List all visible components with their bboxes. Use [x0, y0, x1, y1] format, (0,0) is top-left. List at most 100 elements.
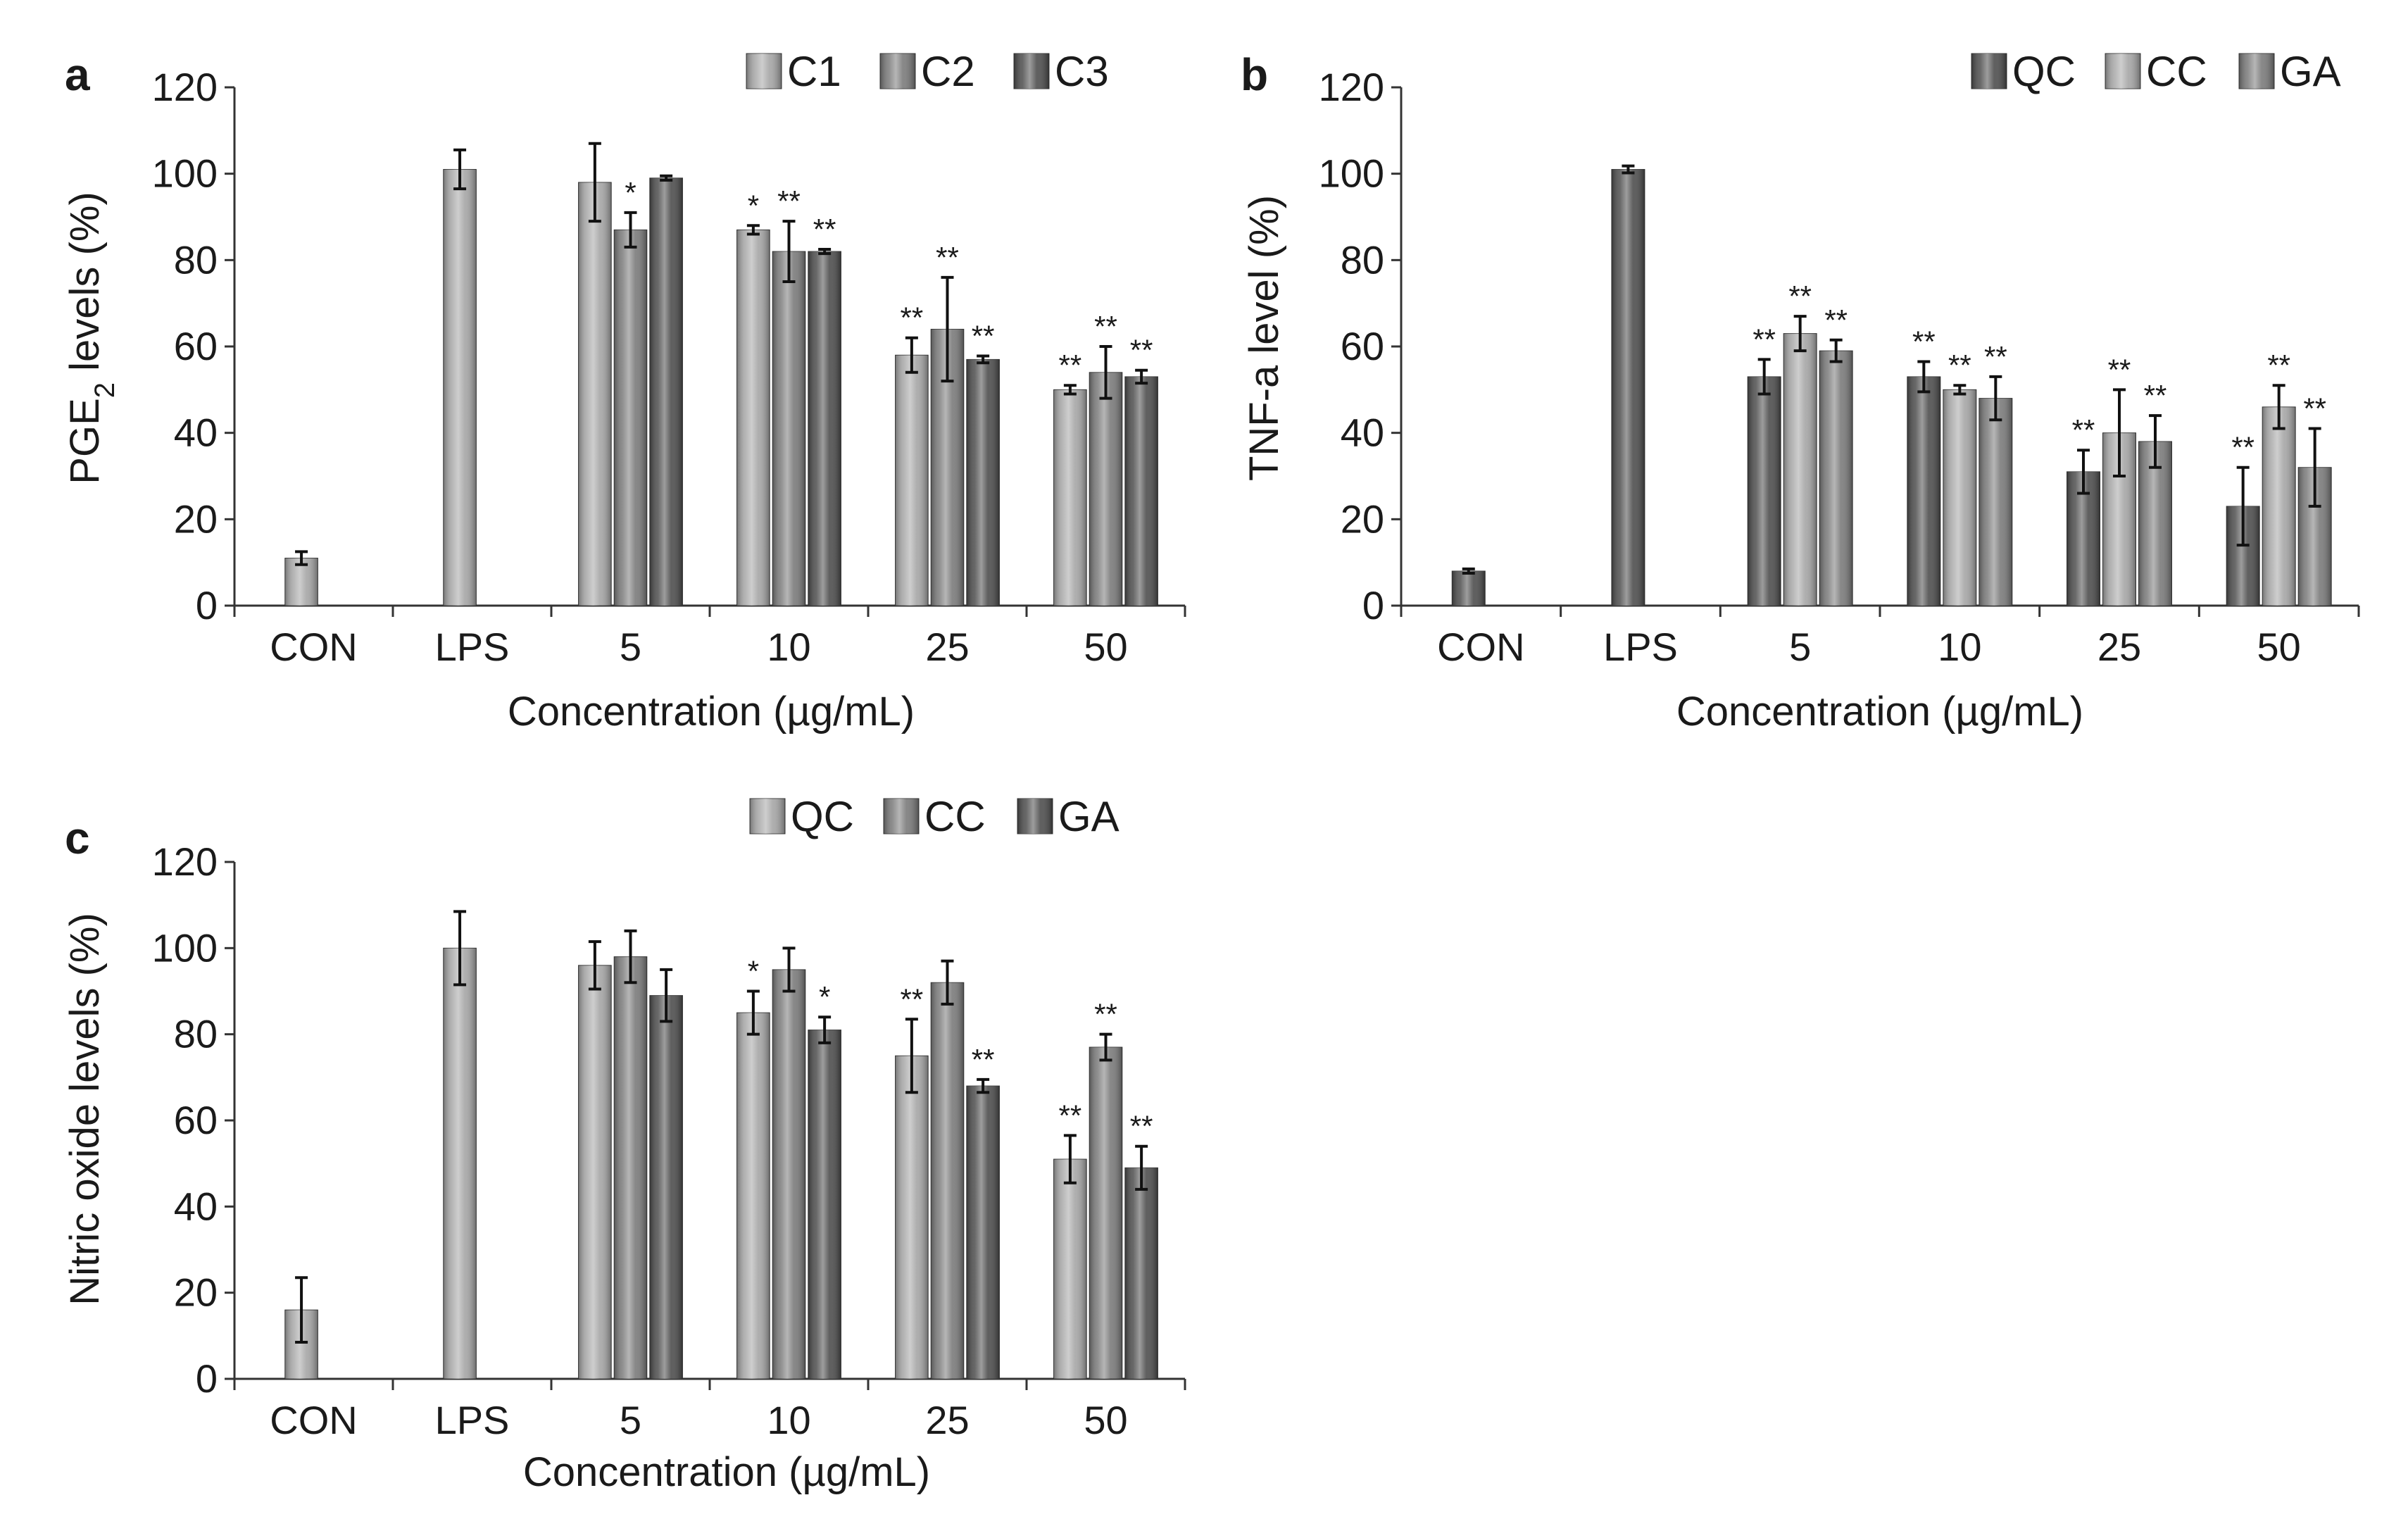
legend-swatch-shade-c — [884, 799, 919, 834]
legend-label-a: C3 — [1055, 48, 1109, 95]
legend-label-c: CC — [924, 793, 986, 840]
legend-label-b: QC — [2012, 48, 2076, 95]
bar-shade-c — [736, 1013, 770, 1379]
legend-label-a: C1 — [787, 48, 841, 95]
significance-label-c: * — [819, 980, 830, 1013]
bar-shade-a — [966, 359, 1000, 606]
y-tick-label-b: 120 — [1319, 65, 1384, 109]
panel-letter-a: a — [65, 49, 90, 100]
significance-label-b: ** — [1984, 340, 2007, 373]
bar-shade-b — [1783, 333, 1817, 606]
y-tick-label-c: 120 — [152, 839, 218, 884]
x-tick-label-b: CON — [1437, 625, 1524, 669]
significance-label-a: * — [748, 189, 759, 222]
significance-label-a: ** — [813, 213, 836, 246]
legend-label-a: C2 — [921, 48, 975, 95]
legend-c: QC CC GA — [749, 793, 1120, 840]
bar-shade-b — [1452, 570, 1486, 606]
bar-shade-b — [1819, 351, 1853, 606]
bar-shade-c — [578, 965, 612, 1379]
y-tick-label-b: 100 — [1319, 151, 1384, 196]
bar-shade-c — [649, 995, 683, 1379]
significance-label-c: ** — [1094, 998, 1117, 1031]
significance-label-a: ** — [972, 319, 995, 352]
significance-label-b: ** — [2108, 353, 2131, 386]
bar-shade-c — [1053, 1159, 1087, 1379]
x-axis-title-c: Concentration (µg/mL) — [523, 1449, 930, 1495]
x-tick-label-b: 25 — [2097, 625, 2141, 669]
x-tick-label-b: LPS — [1603, 625, 1678, 669]
chart-panel-c: c Nitric oxide levels (%) Concentration … — [62, 793, 1186, 1495]
significance-label-a: ** — [1059, 349, 1082, 382]
y-tick-label-a: 40 — [174, 411, 218, 455]
y-tick-label-a: 0 — [196, 583, 218, 627]
legend-label-b: GA — [2280, 48, 2341, 95]
y-tick-label-a: 60 — [174, 324, 218, 368]
significance-label-b: ** — [1912, 325, 1936, 358]
x-tick-label-b: 50 — [2257, 625, 2301, 669]
significance-label-b: ** — [2267, 349, 2290, 382]
x-tick-label-c: CON — [270, 1398, 357, 1442]
significance-label-c: ** — [901, 982, 924, 1015]
bar-shade-c — [1124, 1168, 1158, 1379]
bar-shade-a — [578, 182, 612, 606]
x-tick-label-c: LPS — [435, 1398, 510, 1442]
bar-shade-c — [443, 948, 477, 1379]
legend-b: QC CC GA — [1971, 48, 2341, 95]
bar-shade-a — [808, 251, 841, 606]
bar-shade-c — [966, 1086, 1000, 1379]
y-axis-title-c: Nitric oxide levels (%) — [62, 913, 108, 1306]
bar-shade-c — [808, 1030, 841, 1379]
significance-label-b: ** — [1788, 280, 1812, 313]
significance-label-c: ** — [972, 1043, 995, 1076]
y-tick-label-c: 0 — [196, 1356, 218, 1401]
significance-label-c: ** — [1059, 1099, 1082, 1132]
legend-label-c: GA — [1058, 793, 1120, 840]
chart-panel-b: b TNF-a level (%) Concentration (µg/mL) … — [1241, 48, 2360, 734]
bar-shade-c — [931, 982, 964, 1379]
bar-shade-a — [443, 169, 477, 606]
bar-shade-a — [895, 355, 929, 606]
x-tick-label-a: CON — [270, 625, 357, 669]
bar-shade-c — [772, 969, 805, 1379]
y-tick-label-c: 80 — [174, 1012, 218, 1056]
legend-swatch-shade-b — [1971, 54, 2007, 89]
y-tick-label-c: 20 — [174, 1270, 218, 1315]
x-tick-label-a: 10 — [767, 625, 810, 669]
bar-shade-c — [895, 1056, 929, 1379]
bar-shade-b — [1611, 169, 1645, 606]
y-tick-label-a: 20 — [174, 496, 218, 541]
x-axis-title-b: Concentration (µg/mL) — [1676, 689, 2083, 734]
y-axis-title-b: TNF-a level (%) — [1241, 195, 1287, 481]
bar-shade-a — [614, 230, 647, 606]
significance-label-b: ** — [2231, 431, 2255, 464]
y-tick-label-b: 60 — [1341, 324, 1384, 368]
chart-panel-a: a PGE2 levels (%) Concentration (µg/mL) … — [62, 48, 1186, 734]
significance-label-a: ** — [777, 185, 801, 218]
legend-swatch-shade-c — [1017, 799, 1053, 834]
legend-a: C1 C2 C3 — [746, 48, 1109, 95]
bar-shade-a — [1053, 389, 1087, 606]
y-tick-label-b: 40 — [1341, 411, 1384, 455]
y-tick-label-c: 100 — [152, 925, 218, 970]
significance-label-c: ** — [1130, 1110, 1153, 1143]
panel-letter-c: c — [65, 813, 90, 863]
x-tick-label-c: 5 — [620, 1398, 641, 1442]
legend-swatch-shade-a — [880, 54, 915, 89]
legend-swatch-shade-c — [750, 799, 785, 834]
x-tick-label-a: 5 — [620, 625, 641, 669]
x-tick-label-b: 10 — [1938, 625, 1981, 669]
significance-label-b: ** — [2303, 392, 2326, 425]
bar-shade-b — [1907, 376, 1940, 606]
y-tick-label-c: 60 — [174, 1098, 218, 1142]
legend-swatch-shade-b — [2105, 54, 2140, 89]
significance-label-a: ** — [901, 301, 924, 335]
bar-shade-b — [1748, 376, 1781, 606]
x-tick-label-c: 50 — [1084, 1398, 1127, 1442]
x-tick-label-a: 25 — [925, 625, 969, 669]
bar-shade-a — [1124, 376, 1158, 606]
bar-shade-c — [1089, 1047, 1122, 1379]
x-tick-label-b: 5 — [1789, 625, 1811, 669]
y-tick-label-a: 120 — [152, 65, 218, 109]
